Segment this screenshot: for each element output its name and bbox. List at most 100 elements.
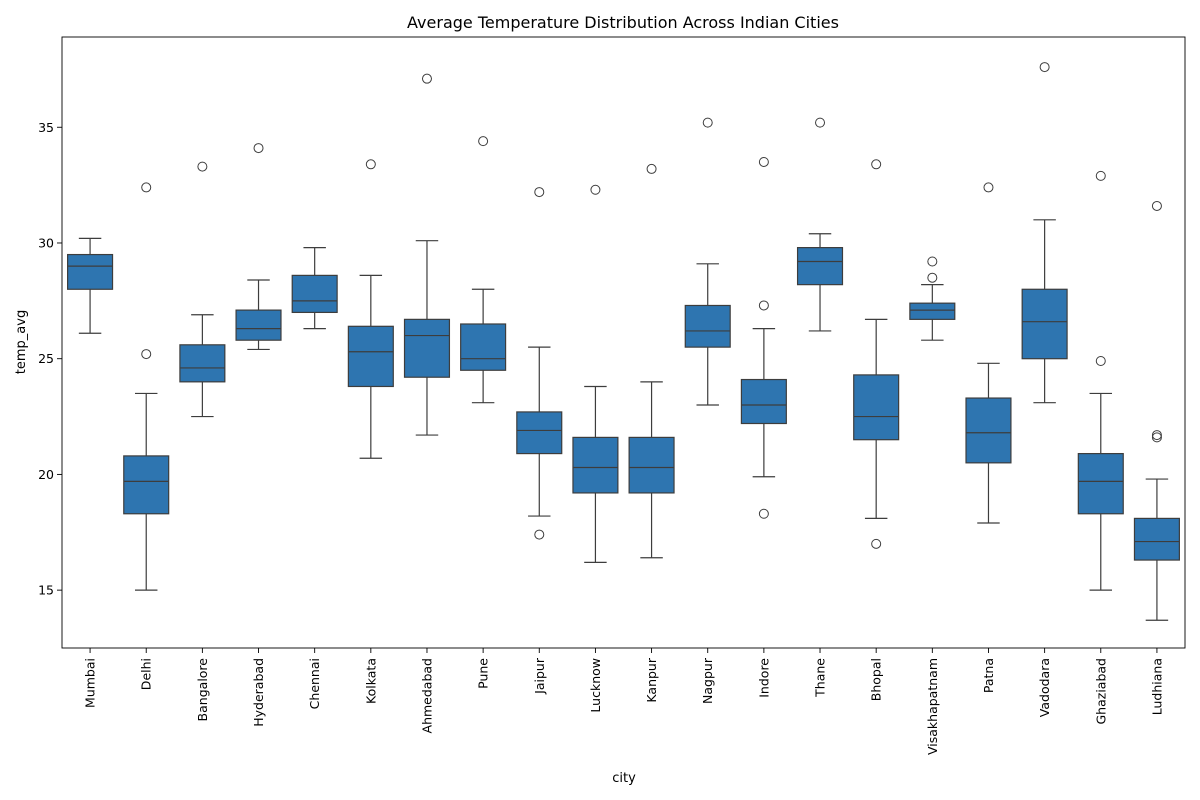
x-tick-label: Indore [756,658,771,698]
outlier-point [1095,170,1106,181]
box-bangalore [179,161,226,418]
x-tick-label: Mumbai [83,658,98,708]
box-indore [740,156,787,519]
outlier-point [141,349,152,360]
box-kolkata [347,159,394,459]
outlier-point [758,508,769,519]
outlier-point [253,143,264,154]
iqr-box [516,411,563,455]
box-bhopal [853,159,900,549]
outlier-point [1039,62,1050,73]
outlier-point [534,529,545,540]
x-tick-label: Jaipur [532,657,547,695]
x-tick-label: Chennai [307,658,322,709]
outlier-point [927,256,938,267]
x-axis-label: city [612,771,636,786]
outlier-point [702,117,713,128]
box-series [67,62,1180,621]
box-patna [965,182,1012,524]
x-tick-label: Kolkata [363,658,378,704]
x-tick-label: Kanpur [644,657,659,702]
plot-frame [61,36,1186,649]
y-tick-label: 30 [38,235,54,250]
box-ghaziabad [1077,170,1124,591]
outlier-point [871,159,882,170]
box-mumbai [67,237,114,334]
iqr-box [123,455,170,515]
iqr-box [347,325,394,388]
iqr-box [965,397,1012,464]
box-thane [796,117,844,332]
x-tick-label: Bhopal [869,658,884,701]
y-tick-label: 35 [38,120,54,135]
iqr-box [909,302,956,320]
x-axis: Mumbai Delhi Bangalore Hyderabad Chennai Kolk… [83,648,1164,755]
outlier-point [1151,432,1162,443]
outlier-point [478,136,489,147]
box-nagpur [684,117,731,406]
x-tick-label: Pune [476,658,491,689]
box-ludhiana [1133,200,1180,621]
x-tick-label: Thane [813,658,828,698]
iqr-box [796,247,844,286]
box-hyderabad [235,143,282,351]
iqr-box [235,309,282,341]
iqr-box [1021,288,1068,360]
iqr-box [684,304,731,348]
box-vadodara [1021,62,1068,404]
iqr-box [179,344,226,383]
outlier-point [534,187,545,198]
x-tick-label: Ludhiana [1149,658,1164,715]
box-lucknow [572,184,619,563]
outlier-point [927,272,938,283]
y-axis-label: temp_avg [14,310,29,374]
x-tick-label: Bangalore [195,658,210,722]
iqr-box [1133,517,1180,561]
x-tick-label: Hyderabad [251,658,266,727]
outlier-point [1151,430,1162,441]
box-delhi [123,182,170,591]
outlier-point [1095,356,1106,367]
box-kanpur [628,163,675,559]
iqr-box [291,274,338,314]
outlier-point [758,156,769,167]
y-tick-label: 20 [38,467,54,482]
chart-title: Average Temperature Distribution Across … [407,13,839,32]
outlier-point [646,163,657,174]
outlier-point [590,184,601,195]
outlier-point [758,300,769,311]
outlier-point [365,159,376,170]
outlier-point [871,538,882,549]
outlier-point [815,117,826,128]
x-tick-label: Lucknow [588,658,603,713]
x-tick-label: Nagpur [700,657,715,704]
iqr-box [67,253,114,290]
y-tick-label: 15 [38,583,54,598]
outlier-point [1151,200,1162,211]
outlier-point [197,161,208,172]
x-tick-label: Ahmedabad [419,658,434,733]
box-visakhapatnam [909,256,956,341]
y-tick-label: 25 [38,351,54,366]
iqr-box [1077,452,1124,515]
outlier-point [421,73,432,84]
x-tick-label: Delhi [139,658,154,690]
x-tick-label: Patna [981,658,996,693]
iqr-box [403,318,451,378]
iqr-box [460,323,507,371]
x-tick-label: Visakhapatnam [925,658,940,755]
iqr-box [572,436,619,494]
box-jaipur [516,187,563,540]
iqr-box [853,374,900,441]
box-ahmedabad [403,73,451,436]
box-pune [460,136,507,404]
x-tick-label: Ghaziabad [1093,658,1108,725]
iqr-box [740,378,787,425]
y-axis: 15 20 25 30 35 [38,120,62,598]
outlier-point [141,182,152,193]
box-chennai [291,247,338,330]
outlier-point [983,182,994,193]
iqr-box [628,436,675,494]
x-tick-label: Vadodara [1037,658,1052,717]
